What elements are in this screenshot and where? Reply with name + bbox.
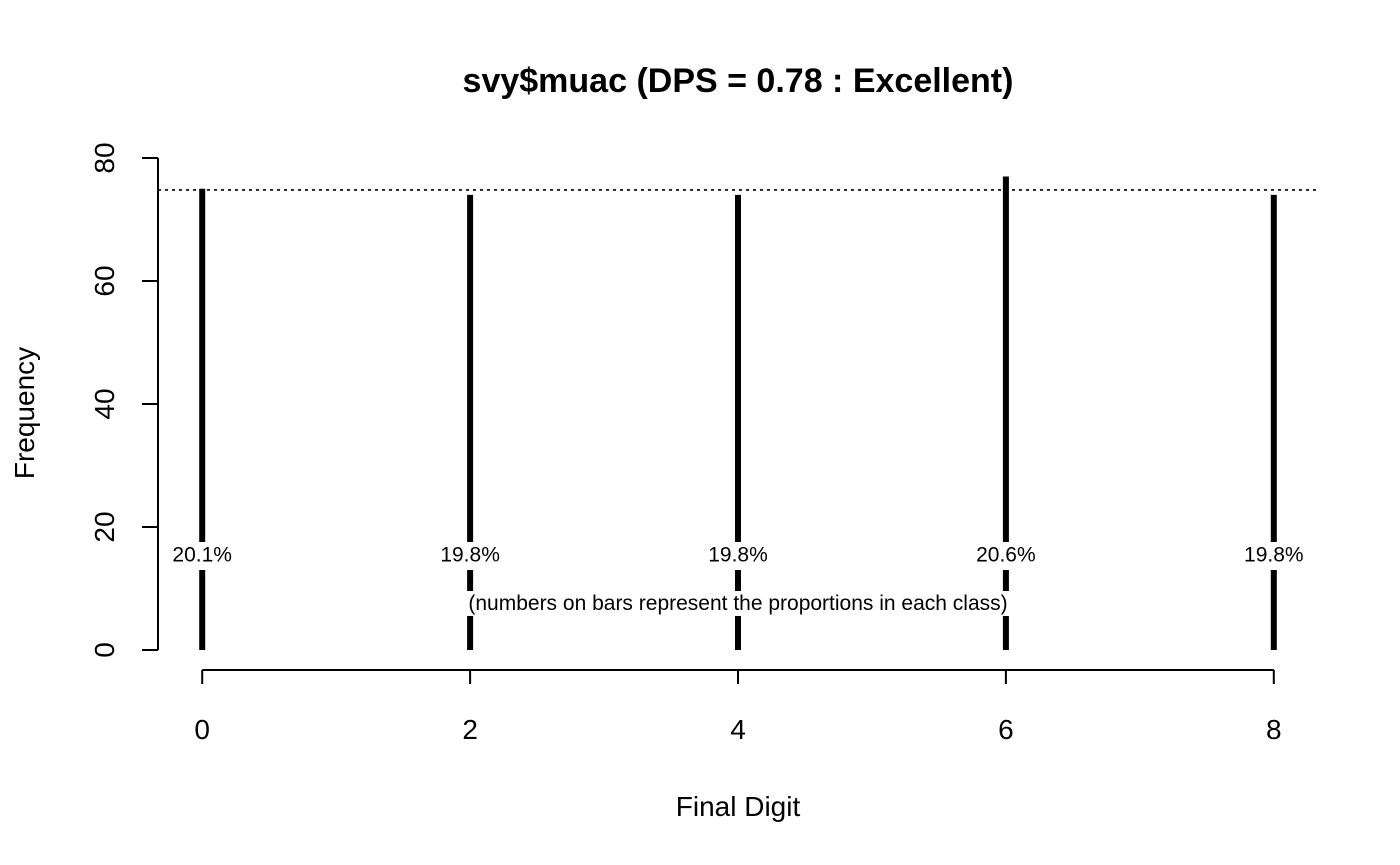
y-tick-label: 0 (89, 642, 120, 658)
x-axis-label: Final Digit (676, 791, 801, 822)
bar-label: 19.8% (708, 544, 768, 567)
y-tick-label: 80 (89, 142, 120, 173)
bar-label-bg (435, 542, 506, 570)
bar-label-bg (970, 542, 1041, 570)
bar-label: 19.8% (440, 544, 500, 567)
bar-label-bg (703, 542, 773, 570)
x-tick-label: 4 (730, 714, 746, 745)
bar-label-bg (1238, 542, 1309, 570)
chart-note-bg (464, 591, 1012, 616)
bar-label: 20.6% (976, 544, 1036, 567)
x-tick-label: 0 (194, 714, 210, 745)
plot-area: 0 20 40 60 80 0 2 4 6 8 20.1% 19.8% 19.8% 20.6% 19.8% (89, 142, 1318, 745)
y-axis-label: Frequency (9, 347, 40, 479)
y-tick-label: 60 (89, 265, 120, 296)
chart-title: svy$muac (DPS = 0.78 : Excellent) (463, 62, 1014, 100)
y-tick-label: 40 (89, 388, 120, 419)
chart-note: (numbers on bars represent the proportio… (468, 592, 1007, 615)
x-tick-label: 8 (1266, 714, 1282, 745)
y-tick-label: 20 (89, 511, 120, 542)
x-tick-label: 2 (462, 714, 478, 745)
bar-label-bg (167, 542, 238, 570)
bar-label: 20.1% (172, 544, 232, 567)
x-tick-label: 6 (998, 714, 1014, 745)
bar-label: 19.8% (1244, 544, 1304, 567)
